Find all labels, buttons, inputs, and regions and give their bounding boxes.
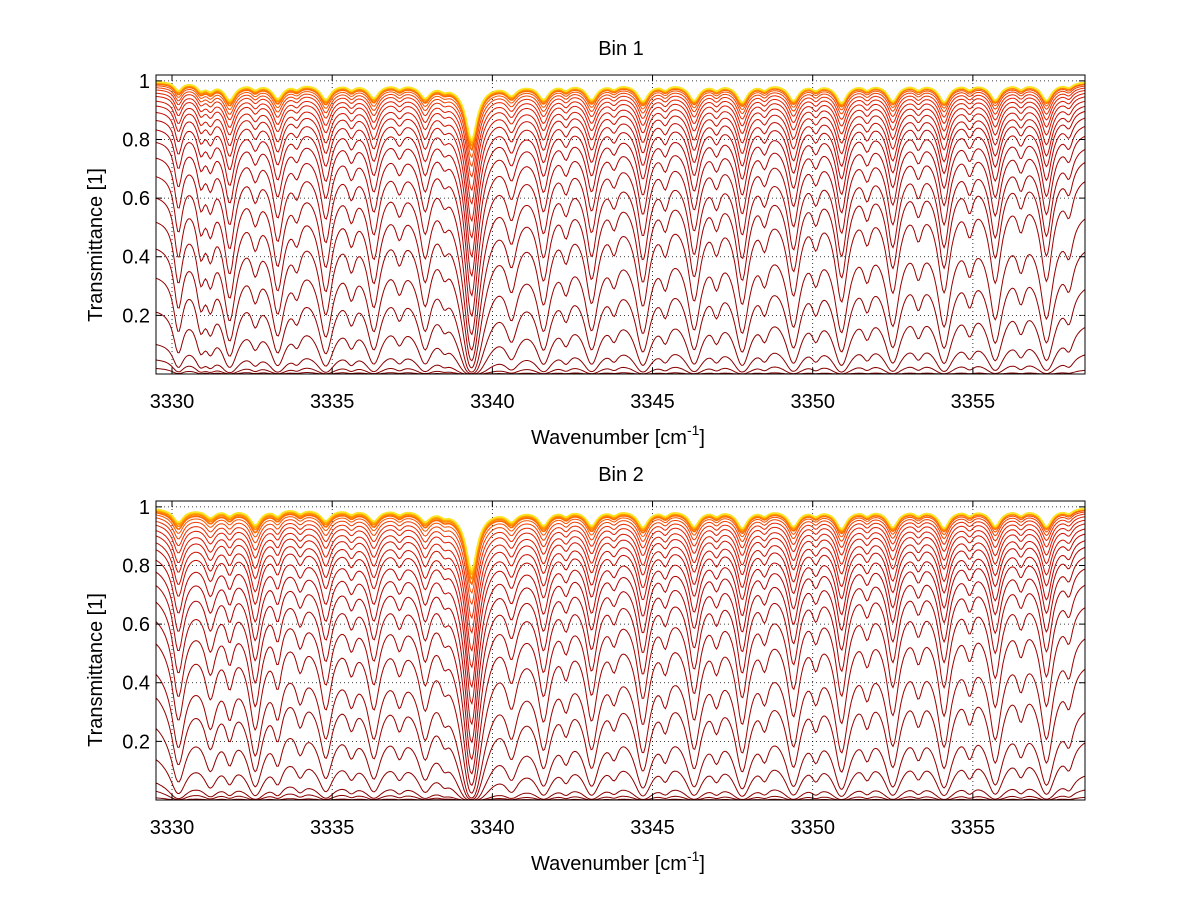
x-tick-label: 3345	[630, 391, 675, 413]
spectrum-trace	[155, 607, 1086, 794]
y-tick-label: 1	[139, 71, 150, 93]
spectrum-trace	[155, 89, 1086, 192]
y-axis-label: Transmittance [1]	[85, 168, 107, 322]
spectrum-trace	[155, 742, 1086, 801]
subplot-title: Bin 2	[598, 464, 644, 486]
y-tick-label: 0.6	[122, 188, 150, 210]
spectrum-trace	[155, 85, 1086, 168]
x-axis-label-main: Wavenumber [cm	[531, 853, 687, 875]
spectrum-trace	[155, 540, 1086, 726]
spectrum-trace	[155, 523, 1086, 669]
spectrum-trace	[155, 668, 1086, 800]
spectrum-trace	[155, 513, 1086, 620]
y-tick-labels: 0.2 0.4 0.6 0.8 1	[122, 71, 150, 328]
subplot-title: Bin 1	[598, 38, 644, 60]
spectrum-trace	[155, 87, 1086, 178]
spectrum-trace	[155, 326, 1086, 375]
x-tick-label: 3330	[150, 391, 195, 413]
spectrum-trace	[155, 110, 1086, 278]
x-axis-label-superscript: -1	[687, 422, 700, 438]
y-axis-label: Transmittance [1]	[85, 593, 107, 747]
spectrum-trace	[155, 100, 1086, 239]
spectrum-trace	[155, 135, 1086, 336]
x-tick-label: 3350	[790, 391, 835, 413]
spectrum-trace	[155, 516, 1086, 634]
y-tick-label: 0.2	[122, 731, 150, 753]
x-axis-label-main: Wavenumber [cm	[531, 427, 687, 449]
subplot-bin-1: Bin 1 0.2 0.4 0.6 0.8 1 3330 3335 3340 3345 3350…	[85, 38, 1086, 449]
x-tick-label: 3340	[470, 391, 515, 413]
spectrum-trace	[155, 556, 1086, 761]
x-tick-label: 3340	[470, 817, 515, 839]
spectrum-trace	[155, 354, 1086, 375]
spectra-traces	[155, 81, 1086, 375]
y-tick-label: 1	[139, 497, 150, 519]
x-tick-labels: 3330 3335 3340 3345 3350 3355	[150, 391, 995, 413]
spectrum-trace	[155, 507, 1086, 572]
x-tick-label: 3355	[951, 391, 996, 413]
y-tick-label: 0.4	[122, 247, 150, 269]
spectrum-trace	[155, 568, 1086, 775]
spectrum-trace	[155, 289, 1086, 375]
spectrum-trace	[155, 218, 1086, 373]
spectrum-trace	[155, 638, 1086, 799]
spectrum-trace	[155, 546, 1086, 744]
grid-lines	[156, 501, 1085, 800]
spectrum-trace	[155, 105, 1086, 259]
y-tick-label: 0.8	[122, 129, 150, 151]
x-axis-label: Wavenumber [cm-1]	[531, 422, 705, 449]
spectrum-trace	[155, 161, 1086, 362]
x-tick-label: 3350	[790, 817, 835, 839]
spectrum-trace	[155, 181, 1086, 369]
x-tick-label: 3355	[951, 817, 996, 839]
spectrum-trace	[155, 712, 1086, 801]
spectrum-trace	[155, 93, 1086, 206]
spectrum-trace	[155, 510, 1086, 595]
spectra-traces	[155, 507, 1086, 801]
spectrum-trace	[155, 96, 1086, 223]
spectrum-trace	[155, 584, 1086, 787]
axes-box	[155, 500, 1086, 801]
spectrum-trace	[155, 789, 1086, 801]
spectrum-trace	[155, 775, 1086, 801]
x-axis-label-end: ]	[699, 853, 705, 875]
spectrum-trace	[155, 148, 1086, 351]
spectrum-trace	[155, 368, 1086, 375]
axes-box	[155, 74, 1086, 375]
y-tick-label: 0.8	[122, 555, 150, 577]
spectrum-trace	[155, 117, 1086, 297]
y-tick-label: 0.6	[122, 614, 150, 636]
x-tick-labels: 3330 3335 3340 3345 3350 3355	[150, 817, 995, 839]
y-tick-labels: 0.2 0.4 0.6 0.8 1	[122, 497, 150, 754]
spectrum-trace	[155, 251, 1086, 375]
axes-frame	[155, 74, 1086, 375]
spectrum-trace	[155, 519, 1086, 653]
x-tick-label: 3330	[150, 817, 195, 839]
spectrum-trace	[155, 84, 1086, 159]
x-axis-label: Wavenumber [cm-1]	[531, 848, 705, 875]
spectrum-trace	[155, 81, 1086, 142]
grid-lines	[156, 75, 1085, 374]
x-tick-label: 3345	[630, 817, 675, 839]
spectrum-trace	[155, 528, 1086, 689]
y-tick-label: 0.4	[122, 673, 150, 695]
x-tick-label: 3335	[310, 391, 355, 413]
spectrum-trace	[155, 511, 1086, 606]
spectrum-trace	[155, 125, 1086, 318]
axes-frame	[155, 500, 1086, 801]
subplot-bin-2: Bin 2 0.2 0.4 0.6 0.8 1 3330 3335 3340 3345 3350…	[85, 464, 1086, 875]
spectrum-trace	[155, 533, 1086, 706]
x-tick-label: 3335	[310, 817, 355, 839]
y-tick-label: 0.2	[122, 305, 150, 327]
x-axis-label-end: ]	[699, 427, 705, 449]
x-axis-label-superscript: -1	[687, 848, 700, 864]
